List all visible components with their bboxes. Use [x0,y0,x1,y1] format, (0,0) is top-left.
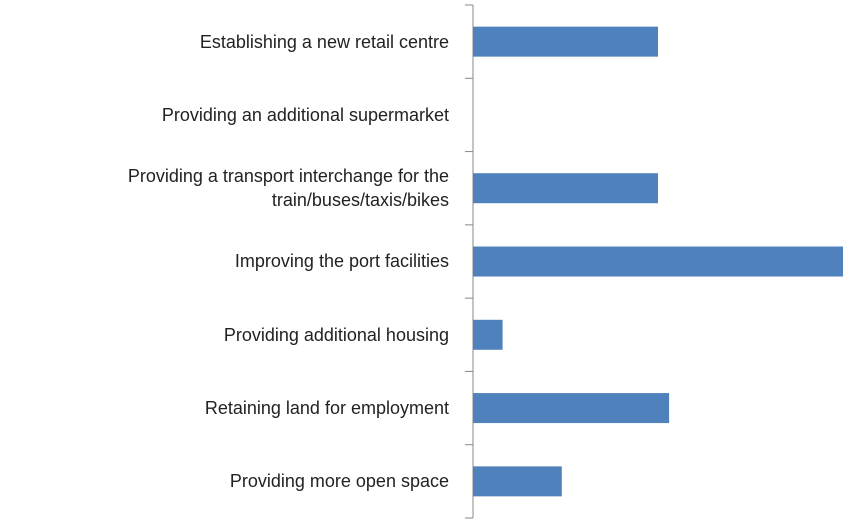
bar [473,466,562,497]
bar [473,26,658,57]
y-tick-label: Providing more open space [229,471,449,492]
bar [473,246,843,277]
y-tick-label: Providing an additional supermarket [161,104,449,125]
y-tick-label: Improving the port facilities [234,251,449,272]
y-tick-label: Providing additional housing [223,324,449,345]
bar [473,393,670,424]
y-tick-label: Retaining land for employment [204,398,449,419]
y-tick-label: Providing a transport interchange for th… [127,166,449,211]
bar [473,319,503,350]
y-tick-label: Establishing a new retail centre [199,31,449,52]
bar [473,173,658,204]
